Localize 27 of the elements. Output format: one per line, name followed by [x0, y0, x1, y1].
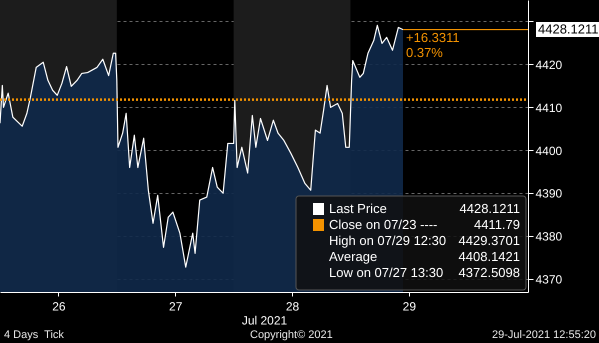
annotation: 0.37%: [406, 45, 444, 60]
text: 4 Days Tick: [4, 329, 64, 341]
x-axis-title: Jul 2021: [242, 314, 288, 328]
y-tick-label: 4380: [536, 230, 563, 244]
annotation: High on 07/29 12:30: [329, 233, 446, 248]
annotation: 4372.5098: [458, 265, 520, 280]
annotation: 4428.1211: [460, 201, 520, 216]
x-tick-label: 26: [52, 300, 66, 314]
x-tick-label: 27: [169, 300, 183, 314]
text: Copyright© 2021: [250, 329, 333, 341]
legend-label: Last Price: [329, 201, 387, 216]
y-tick-label: 4390: [536, 186, 563, 201]
y-tick-label: 4370: [536, 272, 563, 287]
x-tick-label: 29: [402, 300, 416, 314]
annotation: 4408.1421: [458, 249, 520, 264]
x-tick-label: 28: [286, 300, 300, 314]
text: 29-Jul-2021 12:55:20: [492, 329, 596, 341]
annotation: Low on 07/27 13:30: [329, 265, 444, 280]
annotation: Average: [329, 249, 378, 264]
annotation: 4429.3701: [458, 233, 520, 248]
y-tick-label: 4400: [536, 144, 563, 158]
annotation: +16.3311: [406, 30, 460, 45]
y-tick-label: 4410: [536, 100, 563, 115]
annotation: 4411.79: [474, 217, 520, 232]
y-tick-label: 4420: [536, 58, 563, 72]
ref-line-label: 4428.1211: [538, 22, 598, 37]
legend-label: Close on 07/23 ----: [329, 217, 438, 232]
